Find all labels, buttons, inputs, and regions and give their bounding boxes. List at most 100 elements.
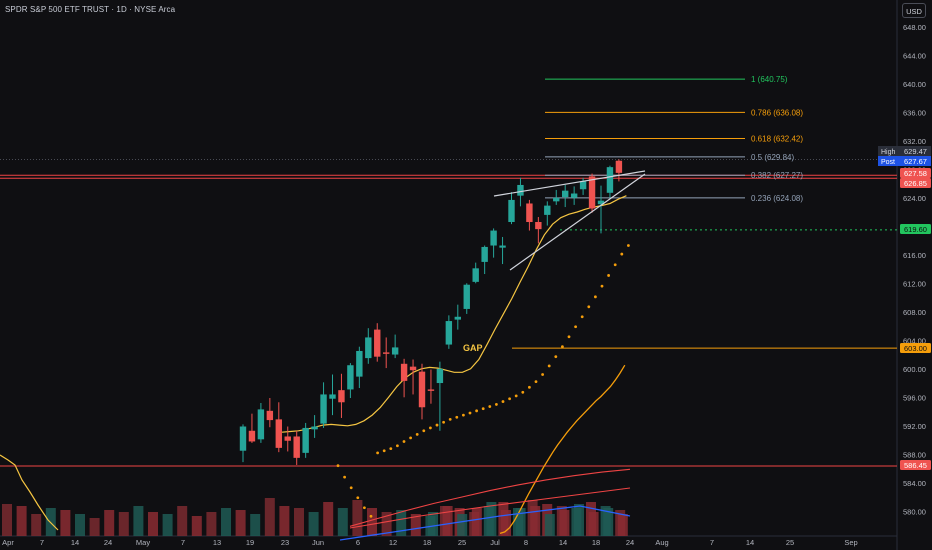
- sar-dot: [495, 403, 498, 406]
- sar-dot: [508, 397, 511, 401]
- candle-body: [257, 409, 265, 440]
- sar-dot: [567, 335, 571, 339]
- x-tick-label: 25: [458, 538, 466, 547]
- sar-dot: [514, 394, 518, 398]
- x-tick-label: 6: [356, 538, 360, 547]
- y-tick-label: 640.00: [903, 80, 926, 89]
- support-tag-619: 619.60: [904, 225, 927, 234]
- volume-bar: [235, 510, 246, 536]
- y-tick-label: 636.00: [903, 109, 926, 118]
- post-tag-value: 627.67: [904, 157, 927, 166]
- volume-bar: [530, 506, 541, 536]
- ma-mid-line: [499, 364, 626, 535]
- candle-body: [400, 363, 408, 381]
- candle-body: [409, 366, 417, 371]
- sar-dot: [488, 405, 492, 408]
- y-tick-label: 612.00: [903, 280, 926, 289]
- y-tick-label: 616.00: [903, 251, 926, 260]
- volume-bar: [118, 512, 129, 536]
- sar-dot: [455, 415, 459, 419]
- volume-bar: [31, 514, 42, 536]
- fib-level-label: 0.5 (629.84): [751, 153, 794, 162]
- sar-dot: [336, 464, 340, 468]
- x-tick-label: 13: [213, 538, 221, 547]
- post-tag-label: Post: [881, 159, 895, 166]
- y-tick-label: 600.00: [903, 365, 926, 374]
- ma-fast-line-early: [0, 454, 59, 531]
- high-tag-value: 629.47: [904, 147, 927, 156]
- sar-dot: [389, 447, 393, 450]
- volume-bar: [250, 514, 261, 536]
- sar-dot: [409, 436, 412, 440]
- x-tick-label: 23: [281, 538, 289, 547]
- sar-dot: [534, 380, 538, 384]
- candle-body: [311, 426, 318, 430]
- x-tick-label: 24: [104, 538, 112, 547]
- x-tick-label: 14: [746, 538, 754, 547]
- candle-body: [293, 436, 300, 458]
- volume-bar: [574, 504, 584, 536]
- sar-dot: [528, 385, 531, 389]
- volume-bar: [16, 506, 27, 536]
- candle-body: [588, 176, 596, 209]
- support-tag-619-bg: [900, 224, 931, 234]
- ma-slowest-line: [339, 505, 631, 541]
- candle-body: [239, 426, 247, 451]
- gap-tag-603-bg: [900, 343, 931, 353]
- volume-bar: [471, 508, 482, 536]
- volume-bar: [148, 512, 158, 536]
- candle-body: [436, 368, 444, 384]
- volume-bar: [221, 508, 231, 536]
- candle-body: [302, 427, 309, 453]
- last-price-tag: 627.58: [904, 169, 927, 178]
- x-tick-label: Apr: [2, 538, 14, 547]
- volume-bar: [428, 512, 438, 536]
- volume-bar: [367, 508, 377, 536]
- candle-body: [275, 419, 282, 448]
- sar-dot: [448, 417, 452, 421]
- candle-body: [472, 268, 479, 282]
- sar-dot: [349, 486, 353, 490]
- candle-body: [356, 350, 363, 377]
- sar-dot: [541, 373, 544, 376]
- sar-dot: [561, 345, 564, 349]
- sar-dot: [369, 514, 373, 518]
- y-tick-label: 588.00: [903, 451, 926, 460]
- x-tick-label: 25: [786, 538, 794, 547]
- volume-bar: [2, 504, 12, 536]
- candle-body: [615, 160, 623, 173]
- support-tag-586-bg: [900, 460, 931, 470]
- x-tick-label: 18: [423, 538, 431, 547]
- sar-dot: [594, 295, 597, 299]
- sar-dot: [356, 496, 360, 500]
- volume-bar: [264, 498, 275, 536]
- y-tick-label: 596.00: [903, 394, 926, 403]
- volume-bar: [60, 510, 71, 536]
- candle-body: [284, 436, 291, 441]
- x-tick-label: Sep: [844, 538, 857, 547]
- volume-bar: [588, 512, 599, 536]
- candle-body: [454, 316, 461, 320]
- candle-body: [499, 245, 506, 248]
- ma-fast-line: [281, 195, 627, 433]
- x-tick-label: 14: [71, 538, 79, 547]
- ma-slow-line: [349, 468, 631, 527]
- currency-button[interactable]: USD: [902, 3, 926, 18]
- candle-body: [266, 410, 274, 421]
- sar-dot: [587, 305, 591, 309]
- volume-bar: [294, 508, 304, 536]
- trend-line-lower: [509, 173, 646, 271]
- candle-body: [544, 205, 551, 215]
- candle-body: [248, 430, 256, 442]
- sar-dot: [402, 440, 406, 443]
- sar-dot: [435, 423, 439, 427]
- sar-dot: [462, 413, 465, 417]
- volume-bar: [501, 510, 511, 536]
- candle-body: [391, 347, 399, 355]
- sar-dot: [415, 432, 419, 436]
- candle-body: [365, 337, 372, 359]
- candle-body: [347, 365, 354, 390]
- sar-dot: [376, 451, 379, 455]
- resistance-tag-bg: [900, 178, 931, 188]
